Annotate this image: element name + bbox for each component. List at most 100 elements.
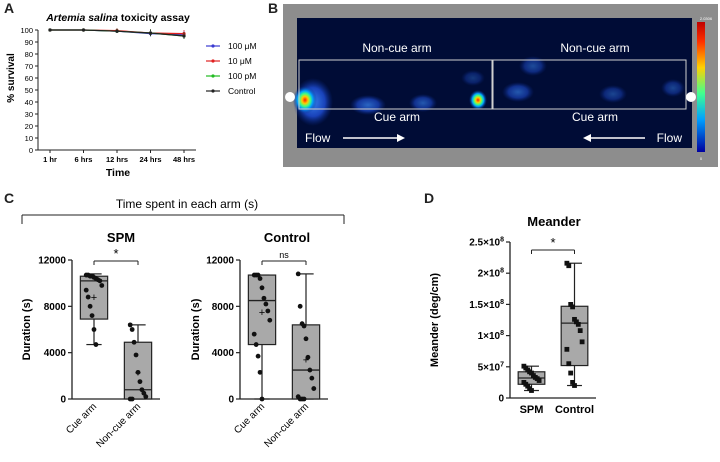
box-chart-ytick-label: 0 [228,395,234,406]
box-chart-ylabel: Meander (deg/cm) [429,273,441,367]
panel-c-letter: C [4,190,15,206]
box-data-point [570,304,575,310]
box-data-point [575,321,581,327]
box-data-point [259,396,265,402]
heatmap-hotspot [293,86,317,114]
colorbar-max-label: 2.0306 [700,16,713,21]
box-chart-ytick-label: 1×108 [478,330,505,342]
panel-b-letter: B [268,0,279,16]
chart-a-ytick-label: 90 [25,38,33,47]
flow-left-label: Flow [305,131,331,145]
chart-a-xtick-label: 12 hrs [106,155,128,164]
box-category-label: Non-cue arm [262,401,311,450]
significance-label: * [550,235,555,250]
chart-a-xtick-label: 48 hrs [173,155,195,164]
box-category-label: Cue arm [232,401,267,436]
box-data-point [301,323,307,329]
panel-c-bracket [21,214,345,224]
non-cue-arm-right-label: Non-cue arm [560,41,629,55]
box-category-label: Cue arm [64,401,99,436]
non-cue-arm-right-box [492,59,687,110]
box-mean-marker: + [303,355,309,367]
box-data-point [297,303,303,309]
box-data-point [89,313,95,318]
box-data-point [572,316,577,322]
box-data-point [529,388,534,393]
heatmap-hotspot [469,90,487,110]
non-cue-arm-left-box [298,59,493,110]
box-data-point [566,361,572,367]
chart-a-ytick-label: 70 [25,62,33,71]
heatmap-panel: Non-cue arm Non-cue arm Cue arm Cue arm … [283,4,718,167]
heatmap-field [297,18,692,148]
box-data-point [564,346,570,352]
flow-right-label: Flow [657,131,683,145]
chart-a-ytick-label: 50 [25,86,33,95]
chart-a-ytick-label: 100 [20,26,33,35]
box-chart-ytick-label: 0 [498,394,504,405]
box-chart-ytick-label: 12000 [206,256,234,267]
box-iqr [560,305,589,367]
box-data-point [579,339,585,345]
box-data-point [574,319,579,325]
box-chart-ytick-label: 4000 [212,348,235,359]
box-data-point [263,301,269,307]
box-chart-ytick-label: 2×108 [478,268,505,280]
box-chart-title: SPM [107,230,135,245]
box-data-point [261,295,267,301]
box-data-point [568,370,574,376]
box-data-point [133,352,139,358]
box-chart-ytick-label: 8000 [44,302,67,313]
right-port-circle [686,92,696,102]
chart-a-legend-marker [211,89,215,93]
box-data-point [131,339,137,345]
chart-a-xtick-label: 24 hrs [139,155,161,164]
box-data-point [87,303,93,309]
box-data-point [83,287,89,293]
chart-a-legend-marker [211,74,215,78]
chart-a-ylabel: % survival [6,53,17,103]
box-data-point [143,394,149,400]
box-category-label: Control [555,404,594,416]
box-data-point [529,370,534,376]
box-data-point [97,278,103,284]
box-data-point [129,327,135,332]
box-data-point [257,369,263,375]
chart-a-legend-marker [211,59,215,63]
chart-a-ytick-label: 40 [25,98,33,107]
panel-c-header: Time spent in each arm (s) [116,197,258,211]
box-data-point [536,378,542,383]
box-chart-ytick-label: 12000 [38,256,66,267]
box-data-point [265,308,271,314]
box-chart-title: Control [264,230,310,245]
chart-a-xtick-label: 6 hrs [75,155,93,164]
chart-a-legend-label: 10 μM [228,56,252,66]
box-data-point [137,379,143,385]
flow-arrow-right-icon [343,134,405,142]
colorbar-min-label: 0 [700,156,703,161]
box-data-point [295,271,301,277]
chart-a-legend-label: Control [228,86,256,96]
box-iqr [79,275,109,320]
chart-a-ytick-label: 10 [25,134,33,143]
chart-a-xlabel: Time [106,167,130,179]
box-data-point [85,294,91,300]
box-data-point [309,375,315,381]
chart-a-ytick-label: 30 [25,110,33,119]
box-chart-ytick-label: 2.5×108 [469,237,504,249]
panel-d-letter: D [424,190,435,206]
box-data-point [255,353,261,359]
box-data-point [572,383,577,388]
significance-label: * [113,246,118,261]
box-data-point [93,342,99,347]
box-data-point [303,336,309,342]
box-data-point [577,328,583,334]
chart-a-title: Artemia salina toxicity assay [45,12,190,24]
box-data-point [568,302,574,307]
box-chart-ytick-label: 8000 [212,302,235,313]
box-chart-ytick-label: 4000 [44,348,67,359]
box-data-point [566,263,572,269]
left-port-circle [285,92,295,102]
cue-arm-right-label: Cue arm [572,110,618,124]
box-data-point [564,260,570,266]
